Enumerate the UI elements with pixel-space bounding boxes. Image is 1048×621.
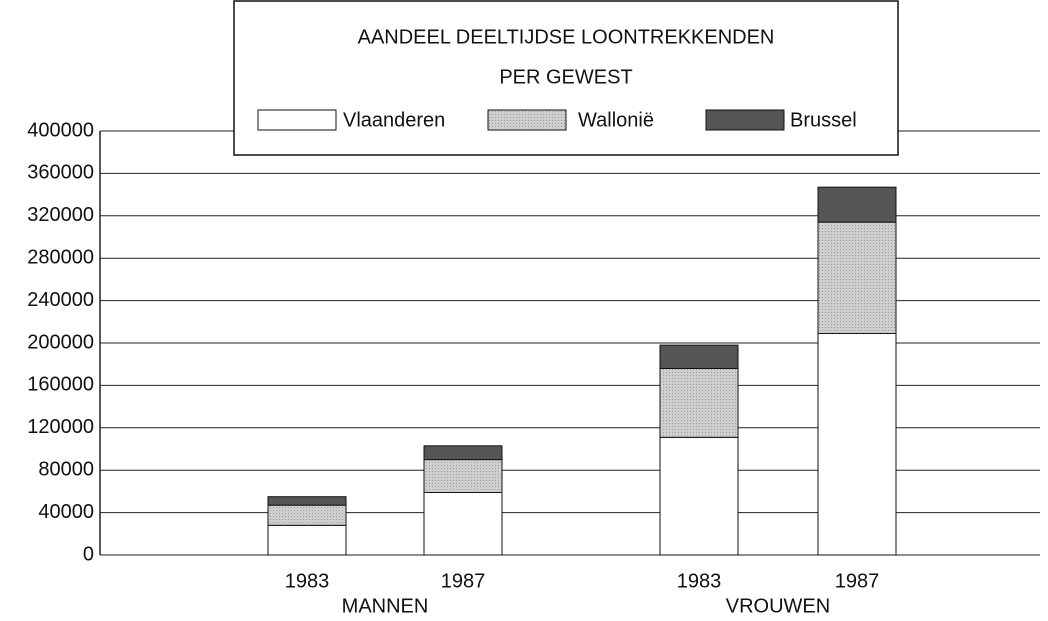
bar-segment <box>659 436 739 556</box>
bar-segment <box>423 491 503 556</box>
legend-label: Vlaanderen <box>343 109 445 131</box>
plot-area: 0 40000 80000 120000 160000 200000 240000 28000… <box>27 119 1040 617</box>
legend-swatch <box>705 109 785 131</box>
y-tick-label: 400000 <box>27 119 94 141</box>
x-tick-label: 1983 <box>677 570 722 592</box>
x-tick-label: 1987 <box>835 570 880 592</box>
legend-swatch <box>257 109 337 131</box>
x-tick-label: 1983 <box>285 570 330 592</box>
y-tick-label: 360000 <box>27 162 94 184</box>
y-tick-label: 40000 <box>38 501 94 523</box>
y-tick-label: 120000 <box>27 416 94 438</box>
y-tick-label: 280000 <box>27 246 94 268</box>
bar-segment <box>423 445 503 461</box>
chart-title: AANDEEL DEELTIJDSE LOONTREKKENDEN <box>358 26 775 48</box>
y-tick-label: 160000 <box>27 374 94 396</box>
group-label: VROUWEN <box>726 595 830 617</box>
bar-texture <box>424 459 502 493</box>
legend-label: Brussel <box>790 109 857 131</box>
legend-texture <box>488 110 566 130</box>
y-tick-label: 80000 <box>38 458 94 480</box>
y-tick-label: 0 <box>83 543 94 565</box>
chart-subtitle: PER GEWEST <box>499 66 632 88</box>
bar-texture <box>818 222 896 334</box>
bar-texture <box>660 368 738 438</box>
legend-label: Wallonië <box>578 109 654 131</box>
legend: AANDEEL DEELTIJDSE LOONTREKKENDEN PER GE… <box>233 0 899 156</box>
x-tick-label: 1987 <box>441 570 486 592</box>
y-tick-label: 200000 <box>27 331 94 353</box>
bar-segment <box>267 524 347 556</box>
bar-texture <box>268 505 346 526</box>
bar-segment <box>659 344 739 369</box>
y-tick-label: 320000 <box>27 204 94 226</box>
group-label: MANNEN <box>342 595 429 617</box>
y-tick-label: 240000 <box>27 289 94 311</box>
bar-segment <box>817 186 897 223</box>
bar-segment <box>267 496 347 506</box>
bar-segment <box>817 332 897 556</box>
